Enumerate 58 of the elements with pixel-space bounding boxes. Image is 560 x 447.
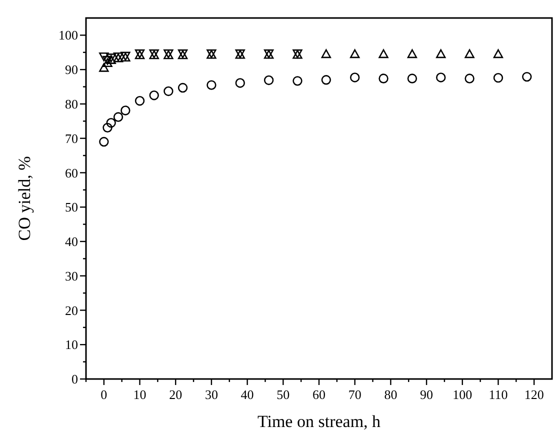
- y-tick-label: 50: [65, 200, 78, 215]
- y-tick-label: 100: [58, 28, 78, 43]
- point: [321, 75, 332, 85]
- point: [113, 112, 124, 122]
- point: [149, 90, 159, 100]
- y-axis-title: CO yield, %: [15, 156, 34, 241]
- x-tick-label: 80: [384, 387, 398, 402]
- point: [235, 78, 245, 88]
- x-axis-title: Time on stream, h: [257, 412, 382, 431]
- point: [99, 52, 109, 62]
- point: [436, 49, 446, 58]
- x-tick-label: 110: [488, 387, 508, 402]
- point: [436, 72, 446, 82]
- y-tick-label: 10: [65, 337, 78, 352]
- point: [102, 58, 112, 68]
- point: [99, 136, 109, 147]
- point: [134, 96, 145, 106]
- point: [350, 72, 360, 82]
- point: [102, 122, 112, 133]
- x-tick-label: 20: [169, 387, 182, 402]
- y-tick-label: 70: [65, 130, 78, 146]
- x-tick-label: 120: [524, 387, 544, 402]
- x-tick-label: 40: [240, 387, 254, 402]
- point: [378, 49, 388, 58]
- x-tick-label: 100: [452, 387, 472, 402]
- point: [264, 75, 274, 86]
- y-tick-label: 40: [65, 234, 78, 250]
- x-tick-label: 70: [348, 387, 362, 402]
- point: [164, 86, 174, 96]
- point: [464, 74, 474, 84]
- x-tick-label: 0: [100, 387, 108, 402]
- y-tick-label: 60: [65, 165, 78, 180]
- y-tick-label: 90: [65, 62, 78, 78]
- x-tick-label: 30: [204, 387, 218, 402]
- point: [321, 49, 332, 58]
- y-tick-label: 0: [72, 372, 78, 387]
- point: [178, 82, 188, 93]
- y-tick-label: 30: [65, 268, 78, 284]
- x-tick-label: 90: [420, 387, 434, 402]
- point: [350, 49, 360, 58]
- point: [407, 49, 418, 58]
- x-tick-label: 60: [312, 387, 326, 402]
- point: [522, 72, 532, 82]
- point: [292, 76, 302, 86]
- y-tick-label: 80: [65, 96, 78, 112]
- point: [120, 106, 130, 116]
- point: [493, 72, 504, 83]
- point: [106, 118, 116, 128]
- point: [493, 49, 504, 58]
- point: [407, 74, 418, 84]
- x-tick-label: 10: [133, 387, 146, 402]
- point: [206, 80, 216, 90]
- point: [464, 49, 474, 58]
- y-tick-label: 20: [65, 302, 78, 318]
- point: [99, 63, 109, 72]
- point: [102, 56, 112, 65]
- point: [378, 74, 388, 84]
- x-tick-label: 50: [276, 387, 290, 402]
